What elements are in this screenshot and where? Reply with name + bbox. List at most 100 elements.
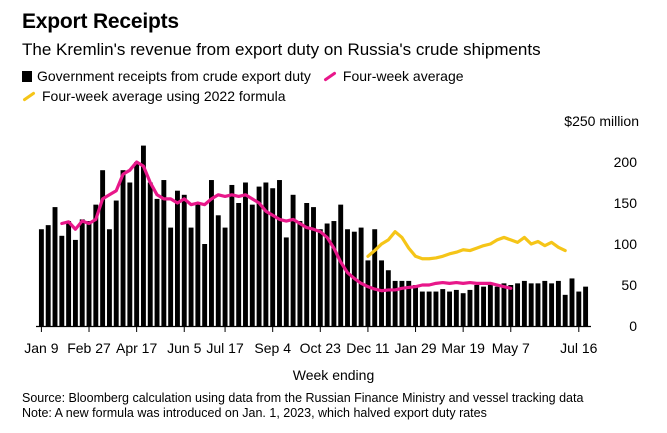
bar [209, 180, 214, 326]
bar [283, 237, 289, 326]
x-tick-label: Jan 9 [24, 340, 58, 356]
x-axis-title: Week ending [292, 367, 375, 383]
bar [406, 280, 412, 326]
x-tick-label: Oct 23 [300, 340, 341, 356]
legend-item-receipts: Government receipts from crude export du… [22, 68, 311, 84]
bar [338, 204, 344, 326]
bar [460, 293, 466, 326]
bar [515, 283, 521, 326]
x-tick-label: Jan 29 [395, 340, 437, 356]
legend-swatch-bars [22, 70, 32, 82]
bar [297, 221, 303, 326]
bar [358, 227, 364, 326]
bar [175, 190, 180, 326]
bar [45, 225, 51, 326]
bar [127, 182, 133, 326]
bar [555, 280, 561, 326]
x-tick-label: Apr 17 [116, 340, 157, 356]
bar [86, 221, 92, 326]
bar [379, 260, 384, 326]
bar [569, 278, 575, 326]
bar [481, 286, 487, 326]
bar [419, 291, 425, 326]
bar [72, 239, 78, 326]
bar [549, 283, 555, 326]
bar [195, 203, 201, 326]
bar [562, 294, 568, 326]
bar [399, 280, 405, 326]
series-line-2022-formula [366, 230, 567, 261]
bar [317, 229, 323, 326]
bar [249, 204, 255, 326]
bar [134, 162, 140, 326]
bar [79, 219, 85, 326]
bar [66, 221, 72, 326]
bar [263, 182, 269, 326]
chart-subtitle: The Kremlin's revenue from export duty o… [22, 40, 541, 59]
bar [106, 229, 112, 326]
bar [188, 227, 194, 326]
source-note: Source: Bloomberg calculation using data… [22, 391, 584, 405]
y-tick-label: 150 [614, 195, 638, 211]
bar [202, 244, 208, 326]
bar [365, 260, 371, 326]
bar [236, 203, 242, 326]
bar [256, 186, 262, 326]
bar [168, 227, 174, 326]
bar [535, 283, 541, 326]
legend-row-2: Four-week average using 2022 formula [22, 88, 298, 104]
bar [331, 221, 337, 326]
bar [447, 291, 452, 326]
bar [277, 180, 282, 326]
bar [433, 291, 439, 326]
bar [290, 194, 296, 326]
legend-label-receipts: Government receipts from crude export du… [37, 68, 311, 84]
footnote: Note: A new formula was introduced on Ja… [22, 406, 487, 420]
bar [426, 291, 432, 326]
x-tick-label: May 7 [492, 340, 530, 356]
series-line-four-week-average [60, 160, 513, 293]
bar [385, 270, 391, 326]
bar [59, 235, 65, 326]
y-tick-label: 100 [614, 236, 638, 252]
x-tick-label: Dec 11 [346, 340, 390, 356]
bar [52, 207, 58, 326]
legend-item-2022: Four-week average using 2022 formula [22, 88, 286, 104]
y-axis-unit-label: $250 million [564, 113, 639, 129]
bar [229, 184, 235, 326]
bar [528, 283, 534, 326]
bar [243, 182, 248, 326]
bar [542, 280, 548, 326]
x-tick-label: Jul 17 [206, 340, 244, 356]
bar [304, 203, 310, 326]
bar [494, 286, 500, 326]
bar [324, 223, 330, 326]
bar [181, 194, 187, 326]
x-tick-label: Sep 4 [254, 340, 291, 356]
bar [215, 215, 221, 326]
bar [576, 291, 582, 326]
bar [453, 289, 459, 326]
bar [521, 280, 527, 326]
bar [440, 289, 446, 326]
bar [583, 286, 589, 326]
y-tick-label: 200 [614, 154, 638, 170]
bar [501, 283, 507, 326]
bar [345, 229, 350, 326]
bar [140, 145, 146, 326]
bar [474, 285, 480, 326]
bar [161, 180, 167, 326]
bar [154, 198, 160, 326]
bar [487, 283, 493, 326]
bar [372, 229, 378, 326]
bar [120, 170, 126, 326]
legend-item-average: Four-week average [323, 68, 464, 84]
legend-label-average: Four-week average [342, 68, 464, 84]
bar [311, 207, 316, 326]
bar [413, 285, 418, 326]
bar [38, 229, 44, 326]
bar [508, 285, 514, 326]
bar [222, 227, 228, 326]
y-tick-label: 0 [629, 318, 637, 334]
